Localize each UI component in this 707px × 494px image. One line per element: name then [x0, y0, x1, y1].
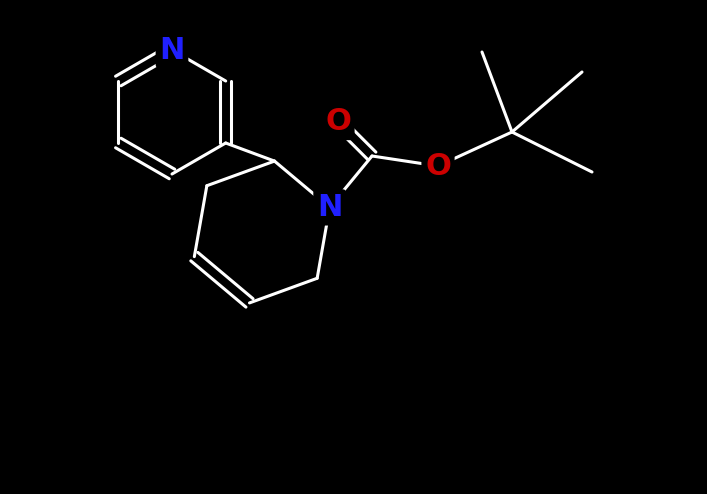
Text: N: N — [159, 36, 185, 65]
Text: N: N — [317, 193, 342, 222]
Text: O: O — [425, 152, 451, 180]
Text: O: O — [325, 108, 351, 136]
